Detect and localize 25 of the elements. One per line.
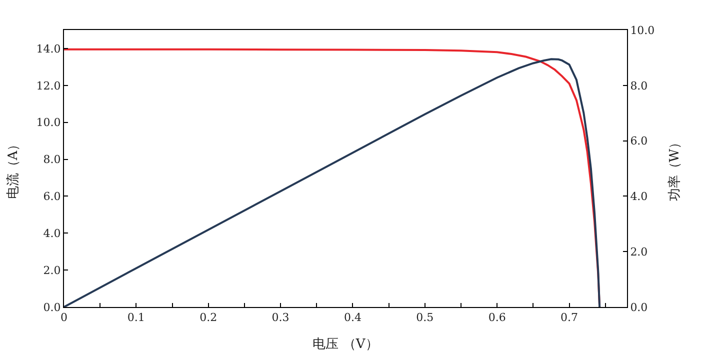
y2-axis-title: 功率（W） xyxy=(666,136,682,202)
x-tick-label: 0.7 xyxy=(560,311,578,324)
y-tick-label: 14.0 xyxy=(36,42,61,56)
y-tick-label: 12.0 xyxy=(36,79,61,92)
y-tick-label: 4.0 xyxy=(43,226,61,240)
y-tick-label: 0.0 xyxy=(43,300,61,314)
x-tick-label: 0 xyxy=(60,311,68,324)
y-tick-label: 6.0 xyxy=(43,190,61,204)
x-tick-label: 0.6 xyxy=(488,311,506,324)
y-tick-label: 2.0 xyxy=(43,264,61,277)
x-tick-label: 0.1 xyxy=(127,311,145,324)
x-tick-label: 0.2 xyxy=(200,311,218,324)
x-tick-label: 0.4 xyxy=(344,311,362,324)
y2-tick-label: 0.0 xyxy=(630,300,648,314)
x-axis-title: 电压 （V） xyxy=(312,336,378,352)
y-axis-title: 电流（A） xyxy=(5,138,22,200)
y2-tick-label: 4.0 xyxy=(630,190,648,204)
x-tick-label: 0.3 xyxy=(272,311,290,324)
y-tick-label: 8.0 xyxy=(43,153,61,166)
y2-tick-label: 8.0 xyxy=(630,79,648,92)
y2-tick-label: 10.0 xyxy=(630,24,655,37)
x-tick-label: 0.5 xyxy=(416,311,434,324)
y-tick-label: 10.0 xyxy=(36,116,61,130)
y2-tick-label: 6.0 xyxy=(630,134,648,148)
y2-tick-label: 2.0 xyxy=(630,245,648,258)
